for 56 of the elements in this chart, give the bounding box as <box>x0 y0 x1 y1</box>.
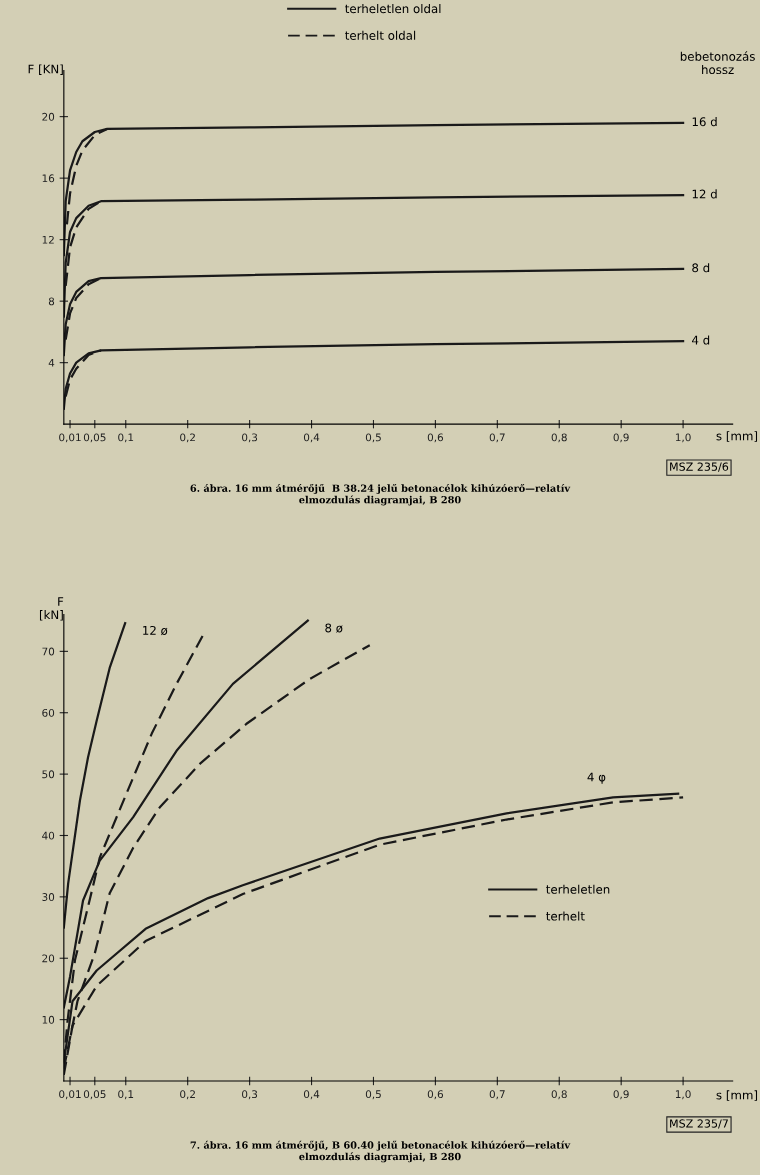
text: MSZ 235/6 <box>670 462 729 472</box>
x-tick-label: 1,0 <box>675 433 691 443</box>
x-tick-label: 0,2 <box>180 433 195 443</box>
text: 7. ábra. 16 mm átmérőjű, B 60.40 jelű betonacélok kihúzóerő—relatív elmozdulás diagramjai, B 280 <box>190 1140 571 1163</box>
y-axis-title: F [kN] <box>39 597 64 621</box>
x-tick-label: 0,4 <box>303 433 320 443</box>
x-tick-label: 0,01 <box>59 433 81 443</box>
y-tick-label: 20 <box>42 954 55 963</box>
x-tick-label: 0,5 <box>365 433 381 443</box>
x-tick-label: 0,8 <box>551 1090 567 1100</box>
x-tick-label: 0,05 <box>83 433 106 443</box>
y-tick-label: 16 <box>42 174 55 183</box>
annotation: bebetonozás hossz <box>680 51 755 75</box>
x-tick-label: 0,9 <box>613 1090 629 1100</box>
y-tick-label: 60 <box>42 708 55 717</box>
text: MSZ 235/7 <box>670 1119 728 1129</box>
x-axis-title: s [mm] <box>716 431 758 442</box>
x-tick-label: 0,6 <box>427 1090 444 1100</box>
x-tick-label: 0,4 <box>303 1090 320 1100</box>
x-tick-label: 0,3 <box>242 433 258 443</box>
annotation: 12 d <box>692 189 717 199</box>
x-tick-label: 0,1 <box>118 1090 134 1100</box>
x-tick-label: 0,3 <box>242 1090 258 1100</box>
annotation: 8 d <box>692 263 710 273</box>
y-tick-label: 8 <box>48 297 55 306</box>
annotation: 4 d <box>692 335 710 345</box>
text: 6. ábra. 16 mm átmérőjű B 38.24 jelű betonacélok kihúzóerő—relatív elmozdulás diagramjai, B 280 <box>190 483 571 506</box>
x-tick-label: 0,5 <box>365 1090 381 1100</box>
x-tick-label: 0,7 <box>489 1090 505 1100</box>
x-tick-label: 0,1 <box>118 433 134 443</box>
legend-label: terhelt <box>546 911 585 921</box>
y-tick-label: 12 <box>42 235 54 244</box>
y-tick-label: 30 <box>42 893 55 901</box>
legend-label: terheletlen oldal <box>345 3 441 14</box>
x-tick-label: 1,0 <box>675 1090 691 1100</box>
annotation: 8 ø <box>325 623 343 633</box>
x-tick-label: 0,8 <box>551 433 567 443</box>
y-tick-label: 10 <box>42 1015 55 1024</box>
y-tick-label: 20 <box>42 112 55 121</box>
x-tick-label: 0,6 <box>427 433 444 443</box>
y-axis-title: F [KN] <box>28 64 63 75</box>
x-axis-title: s [mm] <box>716 1090 758 1101</box>
y-tick-label: 70 <box>42 647 55 656</box>
annotation: 16 d <box>692 117 717 127</box>
y-tick-label: 4 <box>48 359 55 367</box>
y-tick-label: 50 <box>42 770 55 779</box>
x-tick-label: 0,7 <box>489 433 505 443</box>
x-tick-label: 0,05 <box>83 1090 106 1100</box>
x-tick-label: 0,2 <box>180 1090 195 1100</box>
legend-label: terhelt oldal <box>345 30 416 40</box>
annotation: 12 ø <box>143 625 168 636</box>
legend-label: terheletlen <box>546 884 610 894</box>
annotation: 4 φ <box>587 772 606 784</box>
x-tick-label: 0,01 <box>59 1090 81 1100</box>
y-tick-label: 40 <box>42 831 55 840</box>
x-tick-label: 0,9 <box>613 433 629 443</box>
